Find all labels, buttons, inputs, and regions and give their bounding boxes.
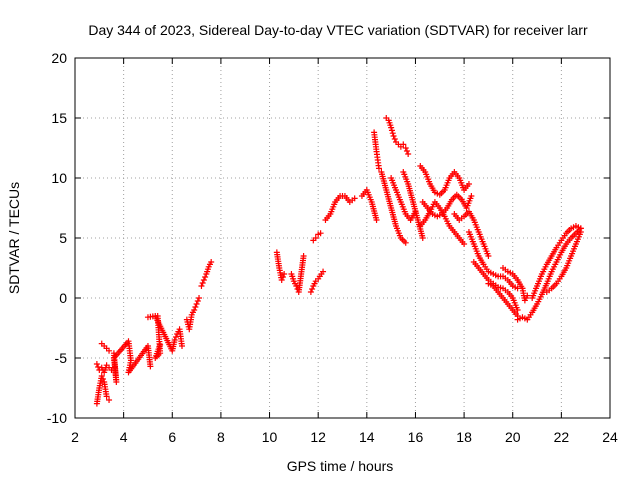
data-point [351, 195, 358, 202]
y-tick-label: 0 [59, 290, 67, 306]
x-tick-label: 6 [168, 429, 176, 445]
y-tick-label: -5 [55, 350, 68, 366]
y-axis-label: SDTVAR / TECUs [6, 182, 22, 294]
data-point [307, 289, 314, 295]
data-point [461, 241, 468, 247]
x-tick-label: 10 [262, 429, 278, 445]
data-point [309, 286, 316, 292]
x-tick-label: 22 [554, 429, 570, 445]
data-point [388, 124, 395, 131]
data-point [106, 397, 113, 403]
data-point [300, 253, 307, 259]
data-point [403, 148, 410, 154]
data-point [577, 229, 584, 235]
x-tick-label: 24 [602, 429, 618, 445]
x-tick-label: 2 [71, 429, 79, 445]
x-tick-label: 8 [217, 429, 225, 445]
data-point [485, 253, 492, 259]
data-point [93, 361, 100, 367]
data-point [312, 235, 319, 241]
data-point [147, 363, 154, 370]
data-point [179, 343, 185, 349]
data-point [199, 280, 206, 286]
data-point [171, 337, 178, 343]
data-point [405, 151, 412, 157]
data-point [389, 130, 396, 137]
data-point [390, 133, 397, 139]
data-point [400, 141, 407, 148]
data-point [317, 230, 324, 237]
grid [75, 58, 610, 418]
data-point [99, 376, 106, 382]
data-point [402, 239, 409, 246]
data-point [192, 304, 199, 310]
x-axis-label: GPS time / hours [287, 458, 394, 474]
data-point [200, 277, 207, 283]
x-tick-labels: 2 4 6 8 10 12 14 16 18 20 22 24 [71, 429, 618, 445]
y-tick-label: 5 [59, 230, 67, 246]
data-point [196, 295, 203, 301]
data-point [106, 347, 113, 354]
data-point [373, 217, 380, 223]
y-tick-label: 15 [51, 110, 67, 126]
data-point [198, 283, 205, 289]
data-point [419, 235, 426, 241]
data-point [202, 274, 209, 280]
data-point [293, 283, 300, 289]
data-point [281, 271, 288, 277]
data-point [468, 193, 475, 199]
chart-title: Day 344 of 2023, Sidereal Day-to-day VTE… [88, 22, 588, 38]
data-point [388, 127, 395, 134]
data-series [93, 115, 584, 407]
data-point [157, 341, 164, 348]
y-tick-label: 20 [51, 50, 67, 66]
data-point [391, 136, 398, 142]
data-point [465, 181, 472, 187]
data-point [191, 307, 198, 313]
x-tick-label: 12 [310, 429, 326, 445]
data-point [194, 298, 201, 304]
y-tick-label: 10 [51, 170, 67, 186]
x-tick-label: 14 [359, 429, 375, 445]
data-point [279, 274, 286, 280]
data-point [103, 393, 110, 400]
x-tick-label: 20 [505, 429, 521, 445]
x-tick-label: 16 [408, 429, 424, 445]
data-point [320, 268, 327, 275]
data-point [402, 145, 409, 151]
data-point [193, 301, 200, 307]
data-point [98, 373, 105, 379]
data-point [208, 259, 215, 265]
x-tick-label: 18 [456, 429, 472, 445]
data-point [375, 165, 382, 172]
data-point [278, 277, 285, 283]
data-point [524, 292, 531, 299]
y-tick-label: -10 [47, 410, 67, 426]
x-tick-label: 4 [120, 429, 128, 445]
axis-ticks [74, 57, 611, 419]
y-tick-labels: -10 -5 0 5 10 15 20 [47, 50, 67, 426]
